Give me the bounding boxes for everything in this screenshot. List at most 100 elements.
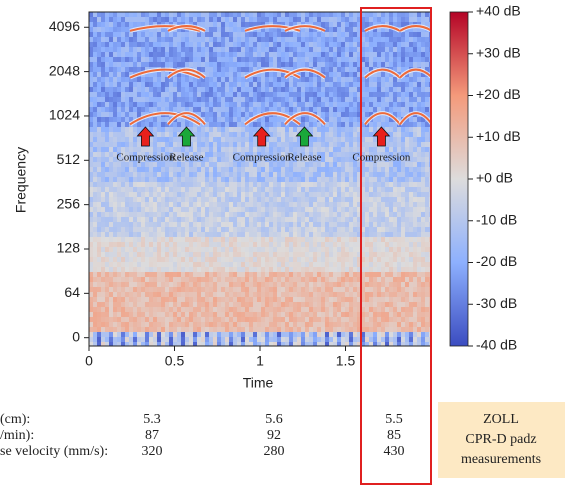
texture-cell [353,37,357,42]
texture-cell [329,47,333,52]
texture-cell [197,277,201,282]
texture-cell [89,77,93,82]
texture-cell [345,102,349,107]
texture-cell [369,222,373,227]
texture-cell [265,297,269,302]
texture-cell [373,217,377,222]
texture-cell [317,212,321,217]
texture-cell [253,107,257,112]
texture-cell [353,252,357,257]
texture-cell [353,282,357,287]
texture-cell [349,177,353,182]
texture-cell [141,287,145,292]
texture-cell [101,67,105,72]
texture-cell [253,267,257,272]
texture-cell [125,17,129,22]
texture-cell [141,207,145,212]
texture-cell [177,192,181,197]
texture-cell [349,172,353,177]
texture-cell [89,302,93,307]
texture-cell [313,42,317,47]
texture-cell [205,192,209,197]
texture-cell [193,187,197,192]
texture-cell [133,62,137,67]
texture-cell [217,277,221,282]
texture-cell [401,97,405,102]
texture-cell [161,197,165,202]
texture-cell [185,102,189,107]
texture-cell [197,252,201,257]
texture-cell [321,12,325,17]
texture-cell [105,82,109,87]
texture-cell [149,197,153,202]
texture-cell [257,297,261,302]
texture-cell [413,87,417,92]
texture-cell [297,182,301,187]
texture-cell [425,127,429,132]
texture-cell [385,197,389,202]
texture-cell [289,212,293,217]
texture-cell [245,202,249,207]
texture-cell [257,42,261,47]
texture-cell [213,177,217,182]
texture-cell [393,217,397,222]
texture-cell [309,32,313,37]
texture-cell [221,47,225,52]
texture-cell [161,177,165,182]
texture-cell [421,182,425,187]
texture-cell [337,162,341,167]
texture-cell [409,17,413,22]
texture-cell [353,197,357,202]
texture-cell [289,207,293,212]
texture-cell [337,152,341,157]
texture-cell [165,62,169,67]
texture-cell [241,212,245,217]
texture-cell [365,267,369,272]
texture-cell [221,227,225,232]
texture-cell [101,72,105,77]
texture-cell [277,227,281,232]
texture-cell [261,92,265,97]
texture-cell [273,282,277,287]
texture-cell [181,82,185,87]
texture-cell [369,167,373,172]
texture-cell [321,232,325,237]
texture-cell [385,222,389,227]
texture-cell [221,112,225,117]
texture-cell [225,297,229,302]
texture-cell [105,132,109,137]
texture-cell [181,192,185,197]
texture-cell [373,247,377,252]
texture-cell [113,232,117,237]
texture-cell [141,212,145,217]
texture-cell [321,182,325,187]
texture-cell [241,52,245,57]
texture-cell [137,272,141,277]
texture-cell [421,192,425,197]
texture-cell [161,62,165,67]
texture-cell [157,42,161,47]
texture-cell [365,262,369,267]
texture-cell [345,167,349,172]
texture-cell [289,47,293,52]
texture-cell [277,242,281,247]
texture-cell [353,27,357,32]
texture-cell [313,47,317,52]
texture-cell [377,277,381,282]
texture-cell [333,202,337,207]
texture-cell [409,97,413,102]
texture-cell [329,27,333,32]
texture-cell [365,192,369,197]
texture-cell [201,67,205,72]
texture-cell [269,42,273,47]
texture-cell [97,262,101,267]
texture-cell [365,292,369,297]
texture-cell [113,17,117,22]
texture-cell [337,212,341,217]
texture-cell [109,202,113,207]
texture-cell [93,47,97,52]
texture-cell [269,242,273,247]
texture-cell [89,42,93,47]
texture-cell [129,217,133,222]
texture-cell [389,287,393,292]
